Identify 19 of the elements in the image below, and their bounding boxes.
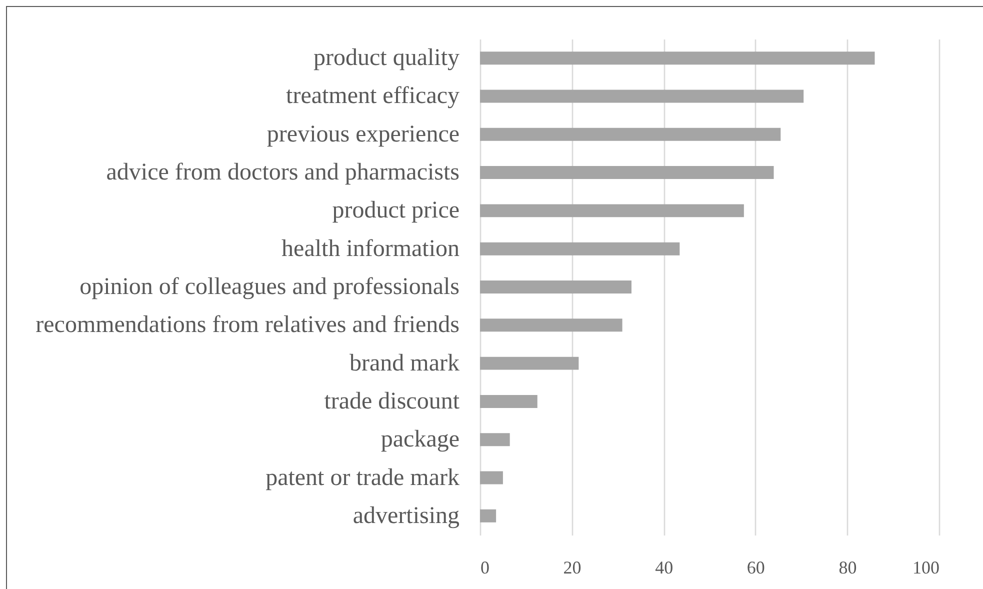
y-tick-label: package xyxy=(380,426,460,453)
y-tick-label: health information xyxy=(282,236,460,262)
x-tick-label: 20 xyxy=(563,558,582,578)
y-tick-label: opinion of colleagues and professionals xyxy=(80,274,460,300)
x-tick-label: 80 xyxy=(838,558,857,578)
y-tick-label: product price xyxy=(332,198,460,224)
x-tick-label: 100 xyxy=(912,558,940,578)
y-tick-label: patent or trade mark xyxy=(266,464,460,491)
x-tick-label: 60 xyxy=(746,558,765,578)
y-tick-label: recommendations from relatives and friends xyxy=(36,312,460,338)
y-tick-label: previous experience xyxy=(266,121,460,148)
y-tick-label: advice from doctors and pharmacists xyxy=(106,160,460,186)
y-tick-label: treatment efficacy xyxy=(286,83,460,110)
y-tick-label: product quality xyxy=(314,45,460,72)
y-tick-label: trade discount xyxy=(324,388,460,414)
y-tick-label: brand mark xyxy=(350,350,460,376)
x-tick-label: 0 xyxy=(480,558,490,578)
x-tick-label: 40 xyxy=(655,558,674,578)
y-tick-label: advertising xyxy=(352,502,460,529)
